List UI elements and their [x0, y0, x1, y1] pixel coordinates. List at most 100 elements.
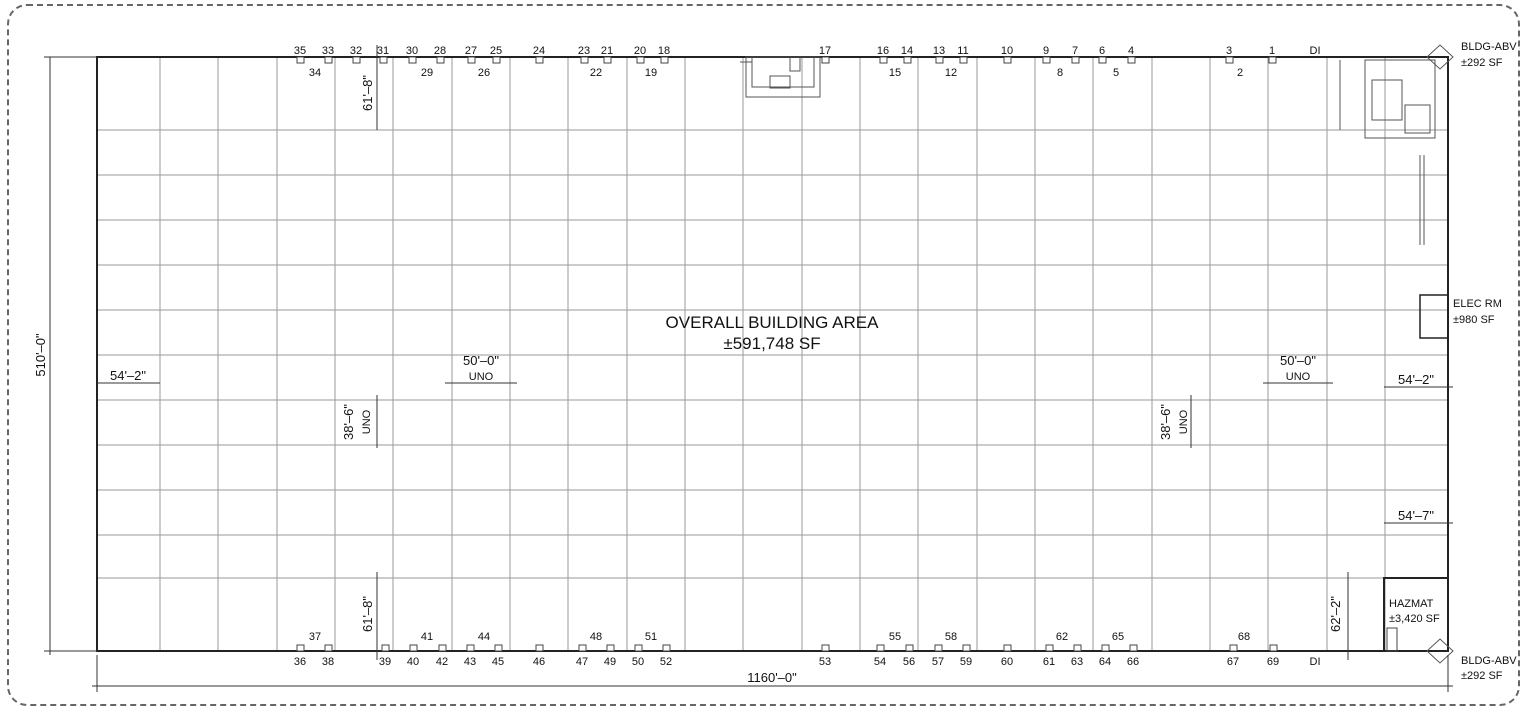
dock-number: 26 [478, 67, 490, 79]
hazmat-door [1386, 627, 1398, 652]
dock-door [1101, 644, 1110, 652]
dock-number: 51 [645, 631, 657, 643]
dock-door [494, 644, 503, 652]
dock-number: 40 [407, 656, 419, 668]
dock-door [959, 56, 968, 64]
dock-number: 57 [932, 656, 944, 668]
dock-door [535, 56, 544, 64]
dock-door [636, 56, 645, 64]
dock-number: 58 [945, 631, 957, 643]
dock-number: 6 [1099, 45, 1105, 57]
dock-door [578, 644, 587, 652]
dock-number: 9 [1043, 45, 1049, 57]
dock-number: 48 [590, 631, 602, 643]
dock-number: 66 [1127, 656, 1139, 668]
row-top-dim: 61'–8" [360, 75, 375, 111]
hazmat-sf: ±3,420 SF [1389, 613, 1440, 625]
dock-number: 37 [309, 631, 321, 643]
dock-number: 8 [1057, 67, 1063, 79]
dock-door [381, 644, 390, 652]
dock-number: 46 [533, 656, 545, 668]
building-outline [96, 56, 1449, 652]
dock-number: 4 [1128, 45, 1134, 57]
elec-rm-label: ELEC RM [1453, 298, 1502, 310]
dock-door [409, 644, 418, 652]
dock-number: 62 [1056, 631, 1068, 643]
dock-number: 68 [1238, 631, 1250, 643]
dock-number: 15 [889, 67, 901, 79]
dock-number: 38 [322, 656, 334, 668]
bay-typ-right-dim: 50'–0" [1280, 353, 1316, 368]
row-bottom-right-dim: 62'–2" [1328, 596, 1343, 632]
dock-number: 60 [1001, 656, 1013, 668]
dock-door [467, 56, 476, 64]
dock-door [1129, 644, 1138, 652]
dock-door [466, 644, 475, 652]
dock-number: 35 [294, 45, 306, 57]
dock-number: 13 [933, 45, 945, 57]
dock-door [1127, 56, 1136, 64]
hazmat-room [1383, 577, 1449, 652]
dock-number: 59 [960, 656, 972, 668]
dock-door [934, 644, 943, 652]
bay-typ-dim: 50'–0" [463, 353, 499, 368]
bldg-abv-top-sf: ±292 SF [1461, 57, 1503, 69]
dock-number: 21 [601, 45, 613, 57]
bldg-abv-bottom-label: BLDG-ABV [1461, 655, 1517, 667]
office-block [740, 56, 821, 98]
dock-door [580, 56, 589, 64]
row-typ-right-uno: UNO [1178, 409, 1190, 434]
dock-number: 20 [634, 45, 646, 57]
dock-number: 45 [492, 656, 504, 668]
dock-door [660, 56, 669, 64]
dock-door [876, 644, 885, 652]
dock-door [634, 644, 643, 652]
bldg-abv-bottom-structure [1426, 638, 1454, 664]
dock-number: 5 [1113, 67, 1119, 79]
dock-number: 65 [1112, 631, 1124, 643]
dock-door [603, 56, 612, 64]
di-bottom-label: DI [1310, 656, 1321, 668]
dock-number: 10 [1001, 45, 1013, 57]
column-grid [96, 56, 1449, 652]
dock-number: 2 [1237, 67, 1243, 79]
di-top-label: DI [1310, 45, 1321, 57]
area-value: ±591,748 SF [723, 334, 820, 353]
dock-number: 23 [578, 45, 590, 57]
dock-number: 54 [874, 656, 886, 668]
elec-rm-sf: ±980 SF [1453, 314, 1495, 326]
dock-door [1229, 644, 1238, 652]
dock-number: 47 [576, 656, 588, 668]
dock-number: 25 [490, 45, 502, 57]
dock-door [352, 56, 361, 64]
dock-door [408, 56, 417, 64]
bay-left-dim: 54'–2" [110, 368, 146, 383]
hazmat-label: HAZMAT [1389, 598, 1434, 610]
dock-number: 69 [1267, 656, 1279, 668]
bldg-abv-top-label: BLDG-ABV [1461, 41, 1517, 53]
dock-number: 33 [322, 45, 334, 57]
dock-number: 12 [945, 67, 957, 79]
dock-door [1045, 644, 1054, 652]
dock-number: 29 [421, 67, 433, 79]
dock-number: 39 [379, 656, 391, 668]
row-typ-right-dim: 38'–6" [1158, 404, 1173, 440]
dock-number: 63 [1071, 656, 1083, 668]
dock-door [535, 644, 544, 652]
dock-door [1071, 56, 1080, 64]
dock-number: 7 [1072, 45, 1078, 57]
dock-door [324, 644, 333, 652]
dock-number: 22 [590, 67, 602, 79]
dock-door [935, 56, 944, 64]
dock-door [905, 644, 914, 652]
dock-door [296, 644, 305, 652]
dock-door [821, 56, 830, 64]
bay-right-b-dim: 54'–7" [1398, 508, 1434, 523]
dock-number: 18 [658, 45, 670, 57]
dock-number: 31 [377, 45, 389, 57]
bldg-abv-bottom-sf: ±292 SF [1461, 670, 1503, 682]
dock-number: 24 [533, 45, 545, 57]
dock-number: 34 [309, 67, 321, 79]
dock-number: 52 [660, 656, 672, 668]
dock-door [492, 56, 501, 64]
